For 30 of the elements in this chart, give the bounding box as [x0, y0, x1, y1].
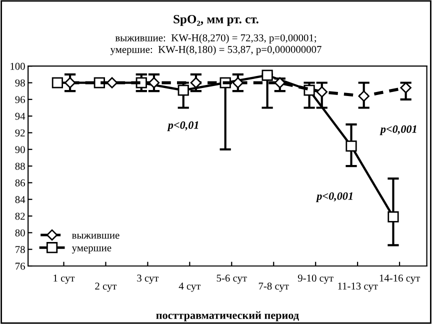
y-tick-label: 86 [15, 179, 25, 186]
y-tick-label: 94 [15, 112, 26, 120]
x-tick-label: 9-10 сут [298, 274, 334, 284]
y-tick-label: 92 [15, 129, 25, 136]
annotation: p<0,001 [316, 192, 352, 202]
y-tick-label: 100 [10, 62, 25, 70]
chart-subtitle: выжившие: KW-H(8,270) = 72,33, p=0,00001; умершие: KW-H(8,180) = 53,87, p=0,000000007 [110, 34, 322, 56]
chart-title: SpO₂, мм рт. ст. [174, 14, 258, 26]
annotation: p<0,01 [167, 121, 198, 132]
y-tick-label: 98 [15, 79, 25, 86]
x-tick-label: 4 сут [178, 282, 201, 292]
legend-label: умершие [72, 246, 112, 254]
y-tick-label: 96 [15, 96, 25, 104]
x-axis-title: посттравматический период [156, 311, 299, 322]
x-tick-label: 7-8 сут [258, 282, 289, 292]
y-tick-label: 76 [16, 262, 25, 270]
legend-label: выжившие [72, 234, 120, 239]
x-tick-label: 11-13 сут [338, 282, 378, 292]
x-tick-label: 2 сут [95, 282, 117, 292]
x-tick-label: 1 сут [54, 274, 75, 284]
x-tick-label: 14-16 сут [380, 274, 420, 284]
y-tick-label: 84 [15, 196, 26, 204]
annotation: p<0,001 [380, 125, 416, 136]
y-tick-label: 80 [15, 229, 25, 236]
y-tick-label: 90 [15, 146, 25, 154]
y-tick-label: 88 [15, 162, 25, 170]
y-tick-label: 78 [16, 246, 25, 254]
y-tick-label: 82 [15, 212, 25, 220]
x-tick-label: 5-6 сут [216, 274, 247, 284]
x-tick-label: 3 сут [137, 274, 159, 284]
